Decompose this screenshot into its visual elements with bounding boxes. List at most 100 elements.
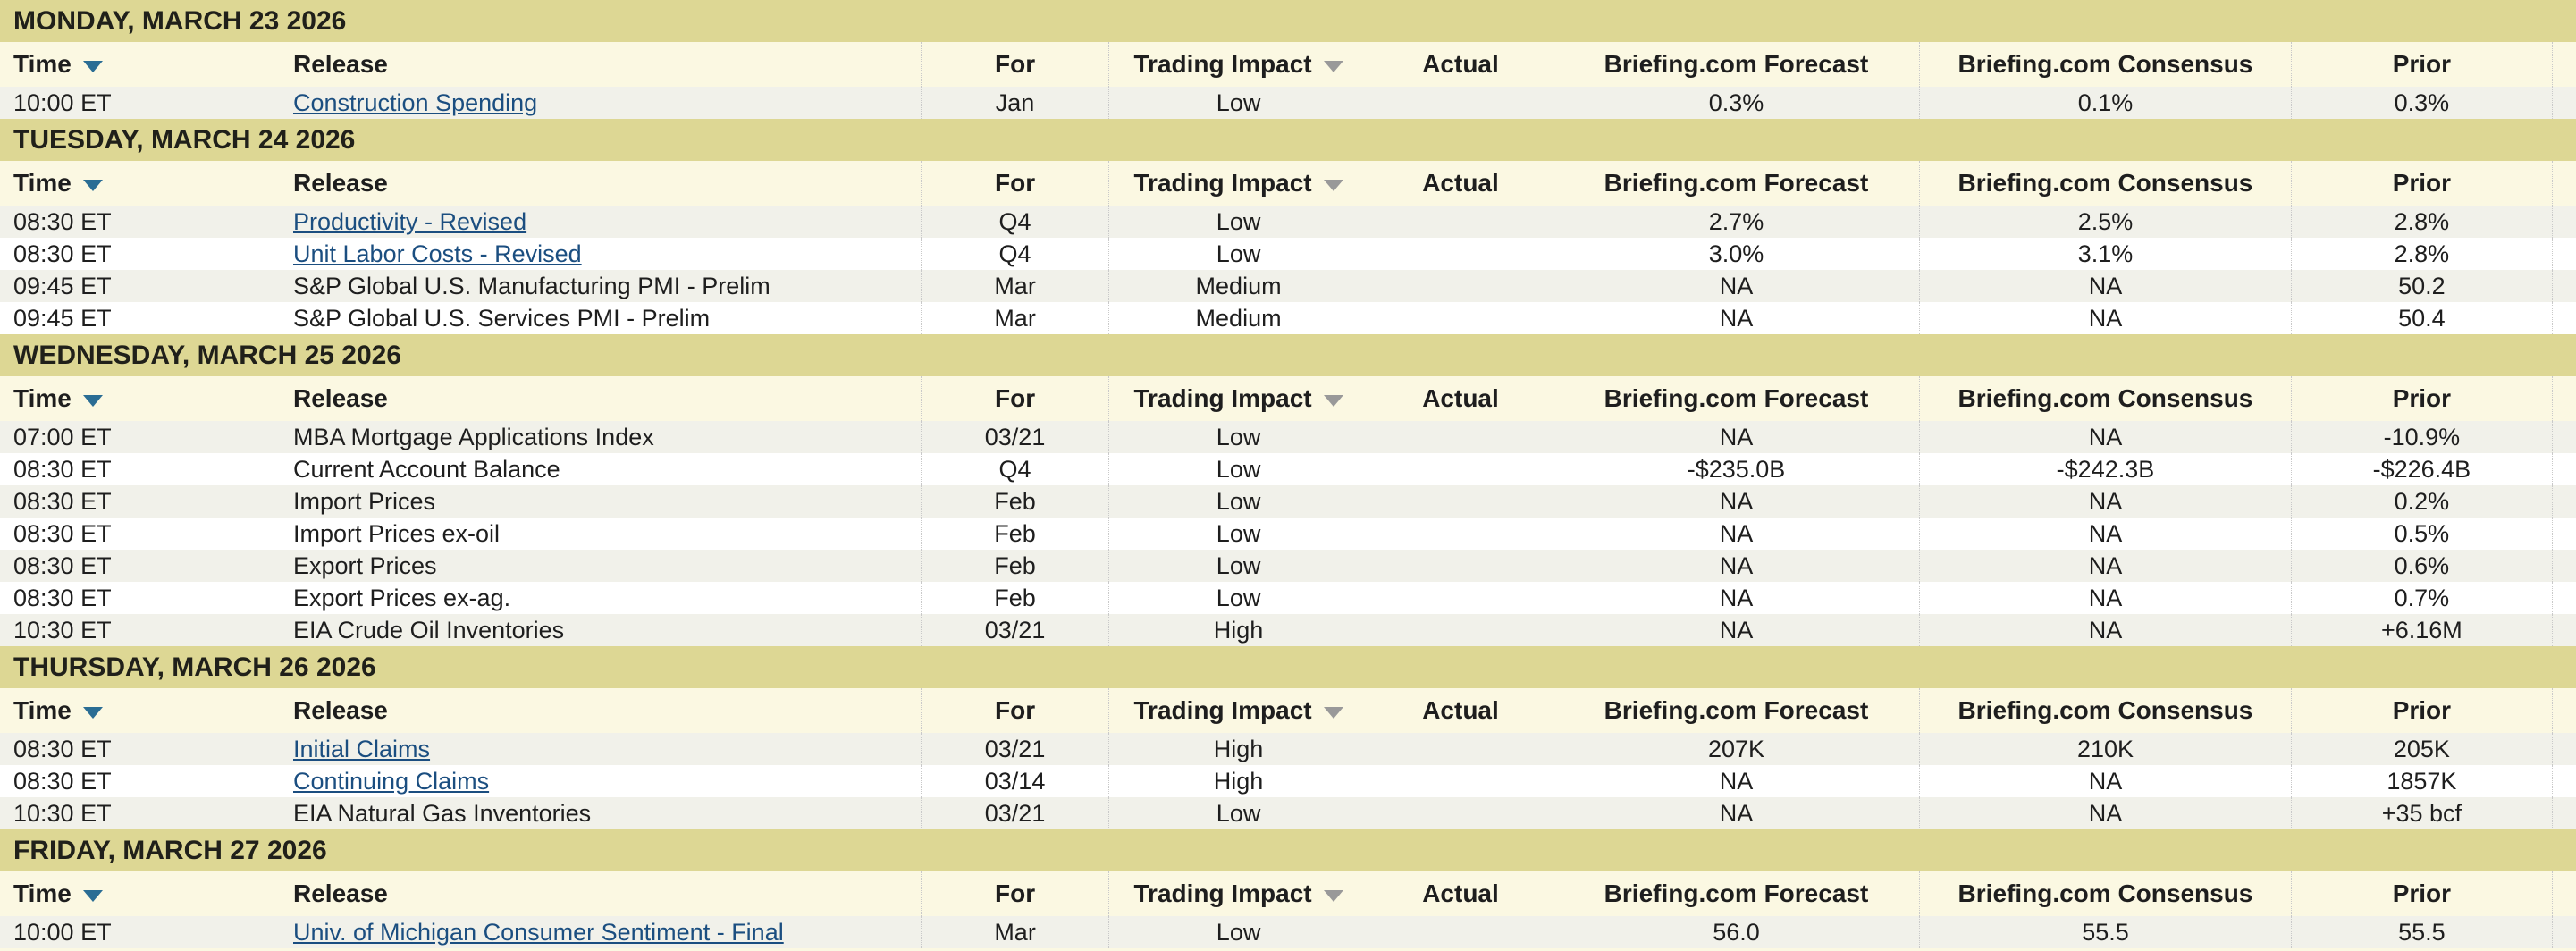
spacer-column (2551, 376, 2576, 421)
column-header-time[interactable]: Time (0, 161, 282, 206)
table-row: 07:00 ET MBA Mortgage Applications Index… (0, 421, 2576, 453)
column-header-label: Prior (2392, 50, 2452, 78)
column-header-time[interactable]: Time (0, 42, 282, 87)
actual-cell (1368, 765, 1553, 797)
column-header-trading-impact[interactable]: Trading Impact (1108, 376, 1368, 421)
column-header-time[interactable]: Time (0, 871, 282, 916)
column-header-label: Briefing.com Forecast (1604, 879, 1869, 907)
column-header-prior: Prior (2290, 376, 2552, 421)
column-header-consensus: Briefing.com Consensus (1919, 688, 2291, 733)
column-header-label: Trading Impact (1133, 50, 1312, 78)
column-header-label: Trading Impact (1133, 879, 1312, 907)
column-header-forecast: Briefing.com Forecast (1552, 871, 1919, 916)
prior-cell: 55.5 (2290, 916, 2552, 948)
sort-descending-icon[interactable] (1323, 394, 1343, 407)
release-text: Current Account Balance (293, 455, 560, 483)
sort-descending-icon[interactable] (1323, 889, 1343, 902)
prior-cell: -10.9% (2290, 421, 2552, 453)
column-header-label: Release (293, 879, 388, 907)
impact-cell: Low (1108, 421, 1368, 453)
column-header-prior: Prior (2290, 42, 2552, 87)
actual-cell (1368, 302, 1553, 334)
column-header-time[interactable]: Time (0, 688, 282, 733)
column-header-label: Briefing.com Consensus (1957, 879, 2253, 907)
column-header-label: For (995, 879, 1036, 907)
impact-cell: Low (1108, 453, 1368, 485)
column-header-trading-impact[interactable]: Trading Impact (1108, 871, 1368, 916)
column-header-label: Time (13, 50, 72, 78)
column-header-release: Release (282, 161, 921, 206)
release-link[interactable]: Initial Claims (293, 735, 431, 762)
column-header-label: Briefing.com Consensus (1957, 169, 2253, 197)
sort-descending-icon[interactable] (82, 60, 103, 72)
day-section: WEDNESDAY, MARCH 25 2026 Time Release Fo… (0, 334, 2576, 646)
spacer-column (2551, 871, 2576, 916)
sort-descending-icon[interactable] (1323, 60, 1343, 72)
spacer-cell (2551, 614, 2576, 646)
release-link[interactable]: Construction Spending (293, 88, 538, 116)
day-header: WEDNESDAY, MARCH 25 2026 (0, 334, 2576, 376)
column-header-for: For (921, 161, 1108, 206)
for-cell: 03/21 (921, 797, 1108, 829)
forecast-cell: NA (1552, 421, 1919, 453)
sort-descending-icon[interactable] (82, 706, 103, 719)
release-text: EIA Crude Oil Inventories (293, 616, 565, 644)
forecast-cell: 56.0 (1552, 916, 1919, 948)
spacer-cell (2551, 733, 2576, 765)
forecast-cell: 207K (1552, 733, 1919, 765)
time-cell: 08:30 ET (13, 767, 112, 795)
prior-cell: 50.2 (2290, 270, 2552, 302)
release-cell: EIA Natural Gas Inventories (282, 797, 921, 829)
column-header-trading-impact[interactable]: Trading Impact (1108, 42, 1368, 87)
impact-cell: Low (1108, 206, 1368, 238)
time-cell: 09:45 ET (13, 304, 112, 332)
column-header-label: Briefing.com Consensus (1957, 696, 2253, 724)
spacer-cell (2551, 485, 2576, 518)
column-header-label: Release (293, 50, 388, 78)
forecast-cell: NA (1552, 302, 1919, 334)
day-section: TUESDAY, MARCH 24 2026 Time Release For … (0, 119, 2576, 334)
prior-cell: 50.4 (2290, 302, 2552, 334)
release-cell: Import Prices (282, 485, 921, 518)
impact-cell: Low (1108, 518, 1368, 550)
column-header-consensus: Briefing.com Consensus (1919, 376, 2291, 421)
column-header-trading-impact[interactable]: Trading Impact (1108, 688, 1368, 733)
for-cell: Feb (921, 582, 1108, 614)
for-cell: Q4 (921, 453, 1108, 485)
table-row: 09:45 ET S&P Global U.S. Manufacturing P… (0, 270, 2576, 302)
column-header-release: Release (282, 688, 921, 733)
sort-descending-icon[interactable] (1323, 179, 1343, 191)
release-link[interactable]: Productivity - Revised (293, 207, 527, 235)
column-header-label: For (995, 169, 1036, 197)
spacer-cell (2551, 238, 2576, 270)
column-header-label: Prior (2392, 879, 2452, 907)
sort-descending-icon[interactable] (82, 394, 103, 407)
spacer-column (2551, 42, 2576, 87)
release-link[interactable]: Continuing Claims (293, 767, 490, 795)
consensus-cell: 3.1% (1919, 238, 2291, 270)
column-header-actual: Actual (1368, 161, 1553, 206)
for-cell: 03/21 (921, 614, 1108, 646)
sort-descending-icon[interactable] (82, 179, 103, 191)
column-header-label: For (995, 696, 1036, 724)
column-header-forecast: Briefing.com Forecast (1552, 161, 1919, 206)
column-header-time[interactable]: Time (0, 376, 282, 421)
column-header-label: Trading Impact (1133, 169, 1312, 197)
release-text: MBA Mortgage Applications Index (293, 423, 654, 450)
column-header-trading-impact[interactable]: Trading Impact (1108, 161, 1368, 206)
forecast-cell: 2.7% (1552, 206, 1919, 238)
spacer-cell (2551, 550, 2576, 582)
consensus-cell: NA (1919, 550, 2291, 582)
release-link[interactable]: Univ. of Michigan Consumer Sentiment - F… (293, 918, 784, 946)
table-row: 08:30 ET Export Prices ex-ag. Feb Low NA… (0, 582, 2576, 614)
column-header-label: Prior (2392, 169, 2452, 197)
for-cell: 03/21 (921, 421, 1108, 453)
sort-descending-icon[interactable] (82, 889, 103, 902)
forecast-cell: NA (1552, 485, 1919, 518)
spacer-cell (2551, 270, 2576, 302)
release-cell: Import Prices ex-oil (282, 518, 921, 550)
consensus-cell: NA (1919, 485, 2291, 518)
sort-descending-icon[interactable] (1323, 706, 1343, 719)
release-link[interactable]: Unit Labor Costs - Revised (293, 240, 582, 267)
day-rows: 08:30 ET Productivity - Revised Q4 Low 2… (0, 206, 2576, 334)
